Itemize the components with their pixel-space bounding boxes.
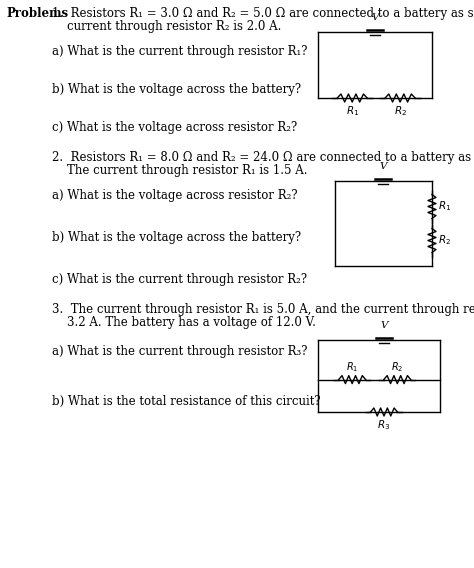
Text: V: V [380,162,387,171]
Text: c) What is the current through resistor R₂?: c) What is the current through resistor … [52,273,307,286]
Text: b) What is the voltage across the battery?: b) What is the voltage across the batter… [52,231,301,244]
Text: $R_2$: $R_2$ [438,233,451,248]
Text: $R_1$: $R_1$ [438,199,451,214]
Text: c) What is the voltage across resistor R₂?: c) What is the voltage across resistor R… [52,121,297,134]
Text: current through resistor R₂ is 2.0 A.: current through resistor R₂ is 2.0 A. [52,20,282,33]
Text: $R_1$: $R_1$ [346,104,359,118]
Text: $R_1$: $R_1$ [346,360,358,374]
Text: b) What is the voltage across the battery?: b) What is the voltage across the batter… [52,83,301,96]
Text: $R_3$: $R_3$ [377,418,391,432]
Text: V: V [380,321,388,330]
Text: V: V [371,13,379,22]
Text: 3.2 A. The battery has a voltage of 12.0 V.: 3.2 A. The battery has a voltage of 12.0… [52,316,316,329]
Text: Problems: Problems [6,7,68,20]
Text: 1.  Resistors R₁ = 3.0 Ω and R₂ = 5.0 Ω are connected to a battery as shown. The: 1. Resistors R₁ = 3.0 Ω and R₂ = 5.0 Ω a… [52,7,474,20]
Text: a) What is the current through resistor R₃?: a) What is the current through resistor … [52,345,308,358]
Text: 2.  Resistors R₁ = 8.0 Ω and R₂ = 24.0 Ω are connected to a battery as shown.: 2. Resistors R₁ = 8.0 Ω and R₂ = 24.0 Ω … [52,151,474,164]
Text: $R_2$: $R_2$ [391,360,403,374]
Text: a) What is the voltage across resistor R₂?: a) What is the voltage across resistor R… [52,189,298,202]
Text: 3.  The current through resistor R₁ is 5.0 A, and the current through resistor R: 3. The current through resistor R₁ is 5.… [52,303,474,316]
Text: a) What is the current through resistor R₁?: a) What is the current through resistor … [52,45,308,58]
Text: The current through resistor R₁ is 1.5 A.: The current through resistor R₁ is 1.5 A… [52,164,308,177]
Text: $R_2$: $R_2$ [393,104,407,118]
Text: b) What is the total resistance of this circuit?: b) What is the total resistance of this … [52,395,320,408]
